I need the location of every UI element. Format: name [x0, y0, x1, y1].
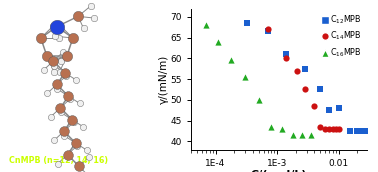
Point — [64, 55, 70, 58]
Point — [347, 130, 353, 132]
Point — [54, 83, 60, 86]
Point — [57, 25, 64, 27]
Point — [302, 88, 308, 91]
Point — [70, 37, 76, 39]
Point — [52, 35, 58, 38]
Point — [279, 127, 285, 130]
Point — [86, 156, 92, 159]
Point — [60, 51, 66, 53]
Point — [317, 88, 323, 91]
Point — [64, 74, 70, 77]
Point — [333, 127, 339, 130]
Point — [76, 165, 82, 168]
Point — [299, 134, 305, 137]
Point — [73, 78, 79, 81]
Point — [244, 22, 250, 24]
Point — [265, 30, 271, 33]
Legend: C$_{12}$MPB, C$_{14}$MPB, C$_{16}$MPB: C$_{12}$MPB, C$_{14}$MPB, C$_{16}$MPB — [321, 13, 363, 60]
Point — [75, 15, 81, 18]
Point — [76, 102, 82, 105]
Point — [65, 95, 71, 98]
Point — [73, 142, 79, 144]
Point — [50, 25, 56, 27]
Point — [48, 115, 54, 118]
Point — [268, 125, 274, 128]
Point — [326, 109, 332, 112]
Point — [71, 121, 77, 124]
Point — [67, 98, 73, 100]
Y-axis label: γ/(mN/m): γ/(mN/m) — [159, 55, 169, 104]
Point — [317, 125, 323, 128]
Point — [91, 17, 97, 19]
Point — [308, 134, 314, 137]
Point — [41, 69, 47, 71]
Point — [294, 69, 300, 72]
Point — [51, 70, 57, 73]
Point — [38, 37, 44, 39]
Point — [74, 144, 80, 147]
Point — [44, 92, 50, 95]
Point — [302, 67, 308, 70]
Point — [322, 127, 328, 130]
Point — [228, 59, 234, 62]
Point — [58, 60, 64, 63]
Text: CnMPB (n=12, 14, 16): CnMPB (n=12, 14, 16) — [9, 156, 108, 165]
Point — [84, 149, 90, 151]
Point — [69, 118, 75, 121]
Point — [51, 64, 57, 67]
Point — [81, 27, 87, 30]
Point — [336, 107, 342, 110]
Point — [355, 130, 361, 132]
Point — [242, 76, 248, 78]
Point — [50, 60, 56, 62]
Point — [80, 125, 86, 128]
Point — [373, 130, 378, 132]
Point — [290, 134, 296, 137]
Point — [58, 111, 64, 114]
Point — [326, 127, 332, 130]
Point — [44, 55, 50, 58]
X-axis label: C/(mol/L): C/(mol/L) — [251, 170, 307, 172]
Point — [283, 53, 289, 56]
Point — [56, 37, 62, 39]
Point — [88, 5, 94, 7]
Point — [54, 25, 60, 28]
Point — [361, 130, 367, 132]
Point — [336, 127, 342, 130]
Point — [61, 130, 67, 133]
Point — [265, 28, 271, 31]
Point — [65, 153, 71, 156]
Point — [311, 105, 318, 108]
Point — [51, 139, 57, 142]
Point — [256, 99, 262, 101]
Point — [57, 70, 63, 73]
Point — [48, 58, 54, 61]
Point — [54, 88, 60, 90]
Point — [283, 57, 289, 60]
Point — [57, 106, 64, 109]
Point — [215, 40, 221, 43]
Point — [55, 162, 61, 165]
Point — [62, 71, 68, 74]
Point — [203, 24, 209, 26]
Point — [330, 127, 336, 130]
Point — [61, 135, 67, 137]
Point — [365, 130, 371, 132]
